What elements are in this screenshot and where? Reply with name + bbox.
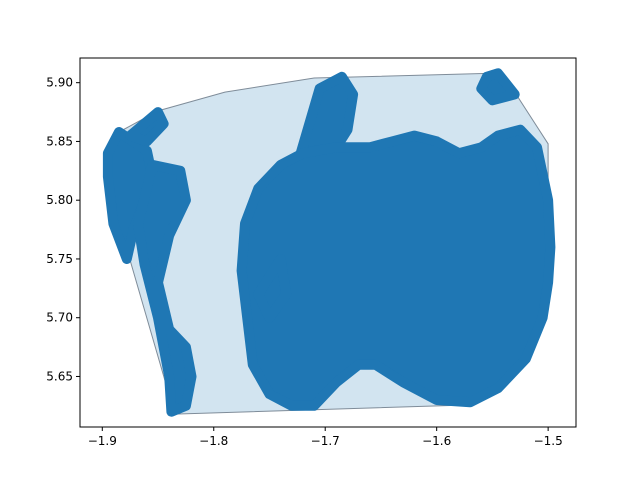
x-tick-label: −1.8 (199, 434, 228, 448)
y-tick-label: 5.65 (46, 369, 73, 383)
y-tick-label: 5.90 (46, 76, 73, 90)
y-tick-label: 5.75 (46, 252, 73, 266)
y-tick-label: 5.70 (46, 311, 73, 325)
point-cluster-7 (253, 254, 292, 323)
y-tick-label: 5.85 (46, 134, 73, 148)
x-tick-label: −1.5 (534, 434, 563, 448)
x-tick-label: −1.7 (311, 434, 340, 448)
x-tick-label: −1.9 (88, 434, 117, 448)
plot-area (79, 57, 577, 428)
point-cluster-5 (476, 68, 520, 106)
y-axis: 5.65 5.70 5.75 5.80 5.85 5.90 (46, 76, 80, 383)
axes-border (79, 57, 577, 428)
point-cluster-6 (236, 124, 556, 411)
point-cluster-3 (133, 159, 197, 417)
y-tick-label: 5.80 (46, 193, 73, 207)
x-tick-label: −1.6 (422, 434, 451, 448)
point-cluster-2 (125, 107, 169, 147)
x-axis: −1.9 −1.8 −1.7 −1.6 −1.5 (88, 427, 563, 448)
scatter-points-layer (102, 68, 556, 417)
